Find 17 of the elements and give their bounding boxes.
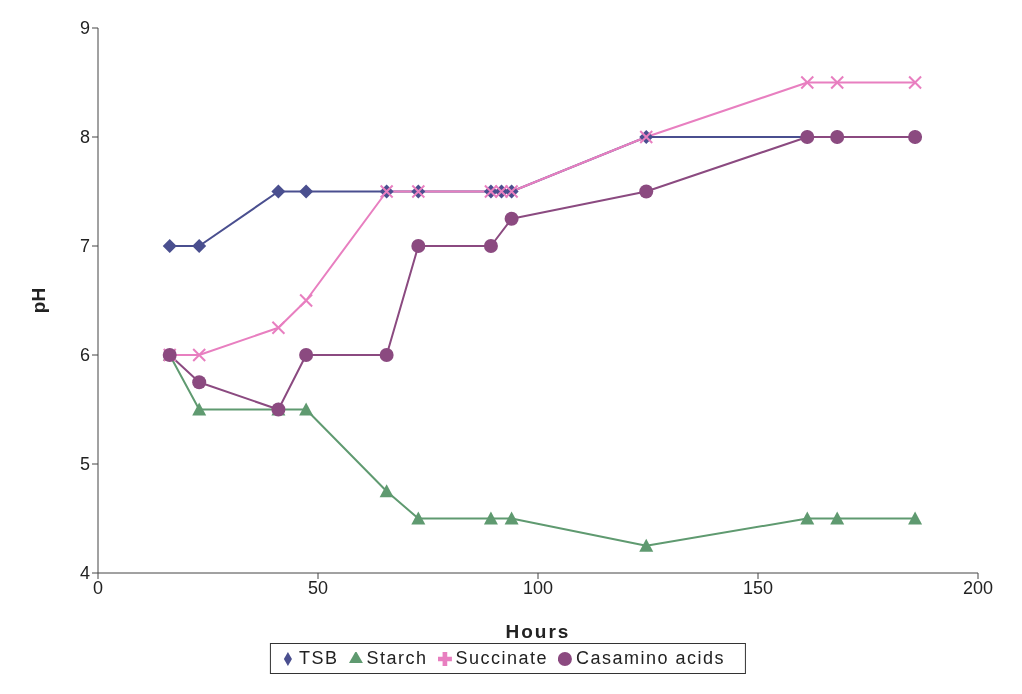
x-tick-label: 200 [962,577,994,598]
legend-label: Succinate [455,648,549,668]
y-tick-label: 6 [79,345,90,366]
y-tick-label: 9 [79,18,90,39]
y-tick-label: 8 [79,127,90,148]
y-tick-label: 7 [79,236,90,257]
x-tick-label: 150 [742,577,774,598]
x-tick-label: 50 [307,577,329,598]
x-tick-label: 0 [92,577,104,598]
y-axis-title: pH [27,287,49,314]
y-tick-label: 4 [79,563,90,584]
legend-label: Starch [366,648,428,668]
legend-label: TSB [298,648,339,668]
y-tick-label: 5 [79,454,90,475]
legend-label: Casamino acids [576,648,726,668]
x-tick-label: 100 [522,577,554,598]
x-axis-title: Hours [505,621,571,642]
